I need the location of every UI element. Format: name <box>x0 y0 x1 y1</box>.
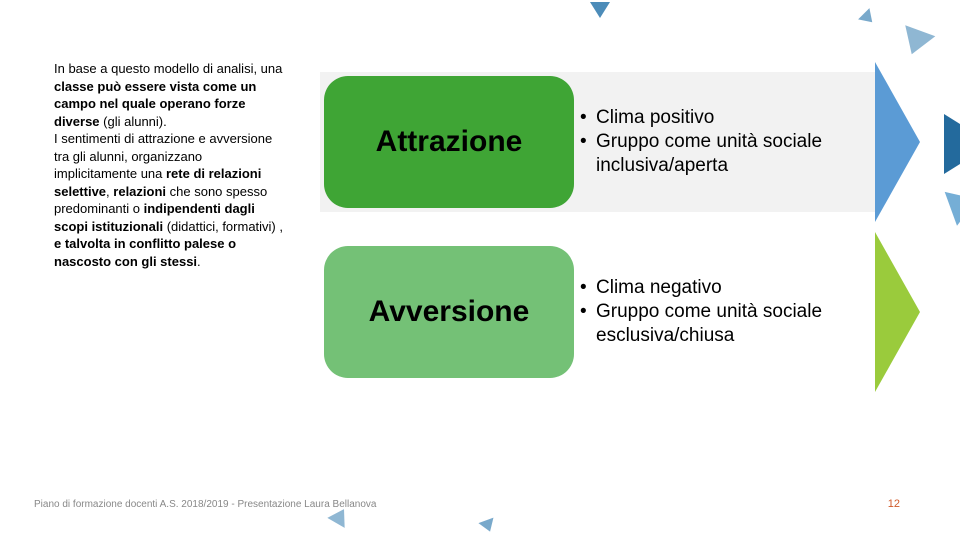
triangle-icon <box>945 182 960 225</box>
row-avversione: Clima negativoGruppo come unità sociale … <box>320 242 910 382</box>
label-avversione: Avversione <box>324 246 574 378</box>
label-text: Attrazione <box>376 125 523 159</box>
bullets-attrazione: Clima positivoGruppo come unità sociale … <box>580 106 870 177</box>
body-text: In base a questo modello di analisi, una… <box>54 60 284 271</box>
bullet-item: Clima positivo <box>580 106 870 130</box>
bullet-item: Gruppo come unità sociale inclusiva/aper… <box>580 130 870 178</box>
bullet-item: Gruppo come unità sociale esclusiva/chiu… <box>580 300 870 348</box>
label-text: Avversione <box>369 295 530 329</box>
text-fragment: In base a questo modello di analisi, una <box>54 61 282 76</box>
row-attrazione: Clima positivoGruppo come unità sociale … <box>320 72 910 212</box>
text-fragment: (didattici, formativi) , <box>167 219 283 234</box>
arrow-head-icon <box>875 62 920 222</box>
triangle-icon <box>897 25 936 59</box>
page-number: 12 <box>888 498 900 510</box>
arrow-head-icon <box>875 232 920 392</box>
bullets-avversione: Clima negativoGruppo come unità sociale … <box>580 276 870 347</box>
text-fragment: . <box>197 254 201 269</box>
triangle-icon <box>858 8 878 28</box>
triangle-icon <box>478 518 497 535</box>
footer-text: Piano di formazione docenti A.S. 2018/20… <box>34 499 376 510</box>
text-fragment: relazioni <box>113 184 169 199</box>
text-fragment: (gli alunni). <box>103 114 167 129</box>
bullet-item: Clima negativo <box>580 276 870 300</box>
text-fragment: e talvolta in conflitto palese o nascost… <box>54 236 236 269</box>
triangle-icon <box>944 114 960 174</box>
triangle-icon <box>590 2 610 18</box>
slide: In base a questo modello di analisi, una… <box>0 0 960 540</box>
label-attrazione: Attrazione <box>324 76 574 208</box>
